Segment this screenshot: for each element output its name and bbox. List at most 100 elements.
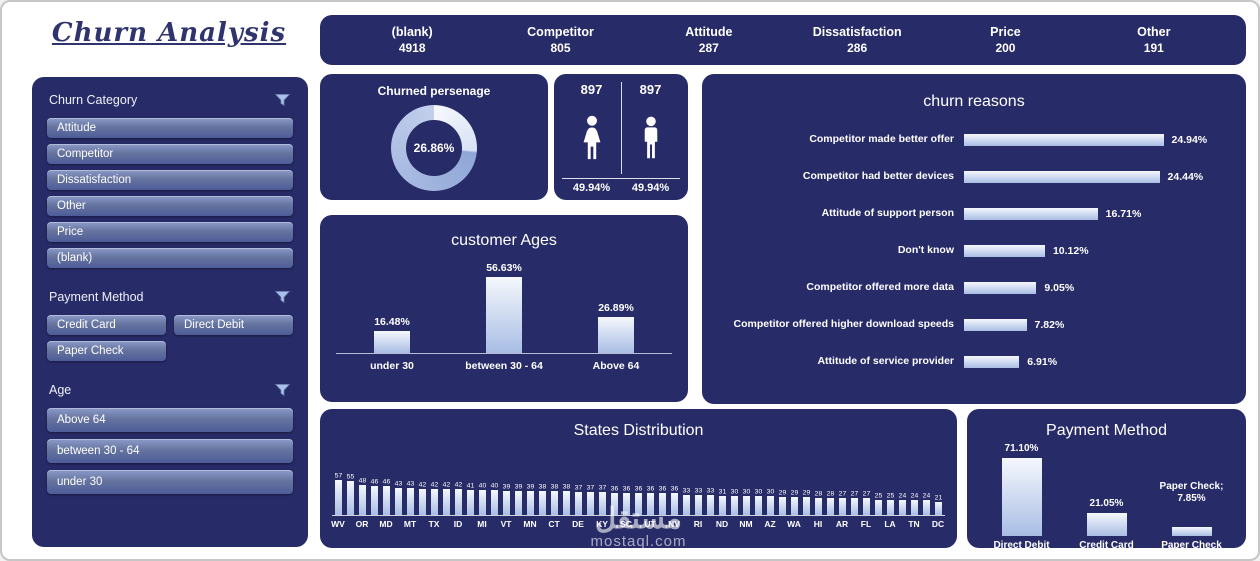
donut-chart[interactable]: 26.86%: [391, 105, 477, 191]
bar[interactable]: [964, 355, 1020, 368]
slicer-option[interactable]: Competitor: [47, 144, 293, 164]
bar[interactable]: [574, 492, 582, 515]
axis-label: MT: [403, 519, 417, 529]
bar[interactable]: [874, 499, 882, 515]
slicer-option[interactable]: Other: [47, 196, 293, 216]
bar[interactable]: [622, 492, 630, 515]
bar[interactable]: [964, 281, 1037, 294]
bar[interactable]: [358, 485, 366, 515]
slicer-option[interactable]: (blank): [47, 248, 293, 268]
slicer-option[interactable]: between 30 - 64: [47, 439, 293, 463]
bar[interactable]: [1171, 527, 1212, 536]
slicer-option[interactable]: Paper Check: [47, 341, 166, 361]
bar-value-label: 30: [754, 488, 762, 496]
bar[interactable]: [964, 318, 1027, 331]
bar[interactable]: [466, 489, 474, 515]
bar[interactable]: [658, 492, 666, 515]
filter-icon[interactable]: [274, 383, 291, 397]
gender-column-male: 897 49.94%: [621, 82, 680, 194]
kpi-value: 805: [550, 41, 571, 55]
bar[interactable]: [478, 490, 486, 515]
bar[interactable]: [502, 490, 510, 515]
bar[interactable]: [538, 491, 546, 515]
bar[interactable]: [430, 488, 438, 515]
bar[interactable]: [826, 497, 834, 515]
bar[interactable]: [394, 488, 402, 515]
bar[interactable]: [382, 486, 390, 515]
bar[interactable]: [694, 494, 702, 515]
bar[interactable]: [964, 170, 1160, 183]
kpi-card: Dissatisfaction 286: [783, 25, 931, 55]
bar-value-label: 38: [562, 483, 570, 491]
bar[interactable]: [682, 494, 690, 515]
bar[interactable]: [850, 498, 858, 515]
slicer-option[interactable]: under 30: [47, 470, 293, 494]
bar[interactable]: [334, 479, 342, 515]
bar[interactable]: [526, 490, 534, 515]
bar[interactable]: [742, 496, 750, 515]
bar[interactable]: [886, 499, 894, 515]
bar[interactable]: [964, 133, 1164, 146]
bar[interactable]: [1001, 457, 1042, 536]
chart-column: 48: [356, 477, 368, 515]
bar[interactable]: [442, 488, 450, 515]
bar[interactable]: [862, 498, 870, 515]
bar[interactable]: [486, 276, 522, 353]
bar[interactable]: [562, 491, 570, 515]
chart-column: 36: [644, 485, 656, 515]
chart-column: 29: [800, 489, 812, 515]
slicer-option[interactable]: Above 64: [47, 408, 293, 432]
chart-column: 24: [896, 492, 908, 515]
bar[interactable]: [766, 496, 774, 515]
bar-value-label: 24.94%: [1171, 133, 1208, 146]
bar-value-label: 36: [610, 484, 618, 493]
bar[interactable]: [454, 488, 462, 515]
bar-value-label: 42: [418, 480, 426, 489]
bar[interactable]: [586, 492, 594, 515]
bar[interactable]: [598, 492, 606, 515]
bar[interactable]: [910, 500, 918, 515]
filter-icon[interactable]: [274, 290, 291, 304]
bar[interactable]: [598, 316, 634, 353]
bar[interactable]: [964, 207, 1098, 220]
bar[interactable]: [754, 496, 762, 515]
slicer-option[interactable]: Price: [47, 222, 293, 242]
chart-column: 38: [548, 483, 560, 515]
bar[interactable]: [814, 497, 822, 515]
axis-label: HI: [813, 519, 823, 529]
bar[interactable]: [346, 480, 354, 515]
chart-column: 31: [716, 488, 728, 515]
bar[interactable]: [406, 488, 414, 515]
bar[interactable]: [374, 330, 410, 353]
axis-label: [512, 519, 524, 529]
bar[interactable]: [610, 492, 618, 515]
filter-icon[interactable]: [274, 93, 291, 107]
axis-label: ID: [453, 519, 463, 529]
slicer-option[interactable]: Direct Debit: [174, 315, 293, 335]
bar[interactable]: [670, 492, 678, 515]
bar[interactable]: [922, 500, 930, 515]
bar[interactable]: [634, 492, 642, 515]
bar[interactable]: [778, 497, 786, 515]
chart-bar-row: Attitude of service provider 6.91%: [716, 343, 1232, 380]
bar[interactable]: [418, 488, 426, 515]
bar[interactable]: [370, 486, 378, 515]
kpi-value: 4918: [398, 41, 426, 55]
bar[interactable]: [838, 498, 846, 515]
slicer-option[interactable]: Dissatisfaction: [47, 170, 293, 190]
bar[interactable]: [790, 497, 798, 515]
bar[interactable]: [1086, 512, 1127, 536]
bar[interactable]: [646, 492, 654, 515]
bar[interactable]: [802, 497, 810, 515]
slicer-option[interactable]: Credit Card: [47, 315, 166, 335]
bar[interactable]: [964, 244, 1045, 257]
bar[interactable]: [730, 496, 738, 515]
bar[interactable]: [706, 494, 714, 515]
slicer-option[interactable]: Attitude: [47, 118, 293, 138]
bar[interactable]: [514, 490, 522, 515]
bar[interactable]: [934, 501, 942, 515]
bar[interactable]: [718, 495, 726, 515]
bar[interactable]: [490, 490, 498, 515]
bar[interactable]: [550, 491, 558, 515]
bar[interactable]: [898, 500, 906, 515]
